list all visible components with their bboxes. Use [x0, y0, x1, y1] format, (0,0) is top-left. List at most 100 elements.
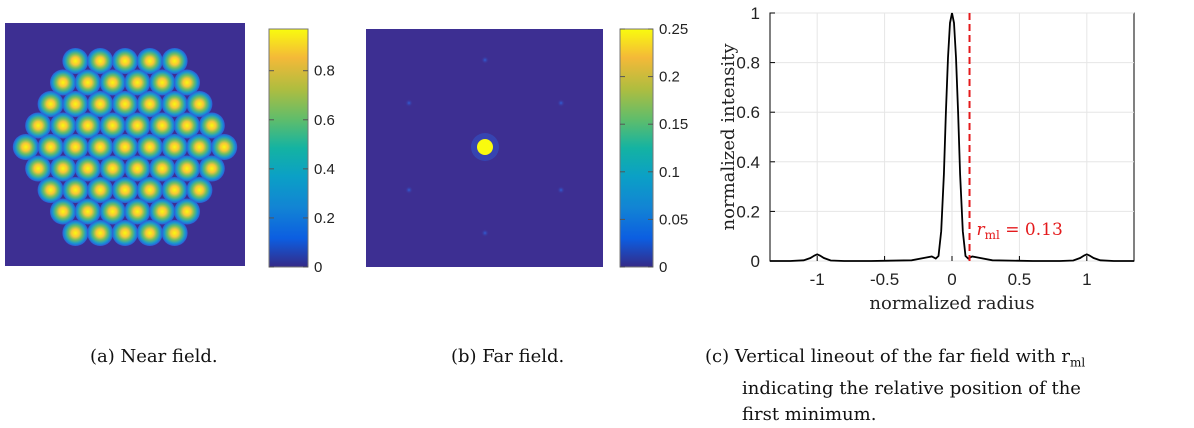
near-field-spot — [174, 155, 200, 182]
near-field-spot — [37, 91, 64, 117]
caption-c-line-1-text: (c) Vertical lineout of the far field wi… — [705, 346, 1070, 367]
near-field-spot — [37, 134, 64, 160]
near-field-spot — [12, 134, 39, 160]
caption-c-sub: ml — [1070, 355, 1086, 370]
y-tick-label: 0 — [751, 252, 760, 271]
near-field-spot — [37, 177, 64, 203]
y-tick-label: 0.8 — [736, 54, 760, 73]
colorbar-b-tick-label: 0.1 — [659, 164, 680, 181]
rml-annotation: rml = 0.13 — [977, 220, 1063, 242]
near-field-spot — [198, 112, 225, 139]
near-field-spot — [136, 220, 163, 246]
near-field-spot — [25, 112, 52, 139]
far-field-side-spot — [405, 186, 413, 194]
y-tick-label: 0.2 — [736, 202, 760, 221]
near-field-spot — [99, 198, 126, 225]
near-field-spot — [186, 134, 213, 160]
near-field-spot — [50, 112, 76, 139]
near-field-spot — [174, 69, 200, 96]
near-field-spot — [161, 48, 188, 74]
caption-c-line-1: (c) Vertical lineout of the far field wi… — [705, 344, 1193, 376]
near-field-spot — [136, 134, 163, 160]
near-field-spot — [149, 69, 176, 96]
far-field-side-spot — [557, 186, 565, 194]
figure: 0 0.2 0.4 0.6 0.8 0 0.05 0.1 0.15 0.2 0.25 -1 -0.5… — [5, 4, 1135, 314]
y-tick-label: 0.6 — [736, 103, 760, 122]
near-field-spot — [62, 220, 89, 246]
near-field-spot — [149, 112, 176, 139]
y-tick-label: 1 — [751, 4, 760, 23]
lineout-plot: -1 -0.5 0 0.5 1 0 0.2 0.4 0.6 0.8 1 rml = 0.13 nor… — [718, 4, 1135, 314]
near-field-spot — [124, 198, 151, 225]
colorbar-b-tick-label: 0.05 — [659, 211, 688, 228]
far-field-central-spot — [477, 139, 493, 155]
near-field-spot — [161, 220, 188, 246]
colorbar-a-tick-label: 0.4 — [314, 161, 335, 178]
x-tick-label: 0 — [947, 270, 956, 289]
near-field-spot — [62, 48, 89, 74]
near-field-spot — [25, 155, 52, 182]
near-field-spot — [50, 69, 76, 96]
colorbar-b-ticks: 0 0.05 0.1 0.15 0.2 0.25 — [620, 21, 688, 276]
near-field-spot — [112, 220, 138, 246]
near-field-spot — [161, 134, 188, 160]
near-field-spot — [112, 48, 138, 74]
colorbar-a-tick-label: 0 — [314, 259, 322, 276]
x-axis-label: normalized radius — [869, 293, 1034, 314]
annotation-sub: ml — [985, 228, 1000, 242]
near-field-spot — [74, 198, 101, 225]
near-field-spot — [50, 155, 76, 182]
near-field-spot — [62, 134, 89, 160]
far-field-side-spot — [557, 99, 565, 107]
near-field-spot — [99, 69, 126, 96]
far-field-side-spot — [405, 99, 413, 107]
y-axis-label: normalized intensity — [718, 43, 739, 231]
far-field-side-spot — [481, 229, 489, 237]
caption-c-line-2: indicating the relative position of the — [742, 377, 1081, 399]
near-field-spot — [87, 91, 114, 117]
far-field-side-spot — [481, 56, 489, 64]
near-field-spot — [136, 177, 163, 203]
near-field-spot — [149, 198, 176, 225]
x-tick-label: -0.5 — [870, 270, 899, 289]
colorbar-a-tick-label: 0.2 — [314, 210, 335, 227]
colorbar-b-tick-label: 0.25 — [659, 21, 688, 38]
far-field-spots — [405, 56, 565, 237]
near-field-spot — [99, 112, 126, 139]
y-tick-label: 0.4 — [736, 153, 760, 172]
caption-c-line-3: first minimum. — [742, 403, 877, 425]
annotation-var: r — [977, 220, 986, 240]
near-field-spot — [112, 177, 138, 203]
near-field-spot — [149, 155, 176, 182]
near-field-spot — [112, 134, 138, 160]
near-field-spot — [186, 177, 213, 203]
colorbar-a-ticks: 0 0.2 0.4 0.6 0.8 — [269, 63, 335, 276]
near-field-spot — [62, 177, 89, 203]
near-field-spot — [99, 155, 126, 182]
x-tick-label: -1 — [810, 270, 825, 289]
near-field-spot — [136, 91, 163, 117]
near-field-spot — [161, 177, 188, 203]
near-field-spot — [136, 48, 163, 74]
x-tick-label: 1 — [1082, 270, 1091, 289]
colorbar-b-tick-label: 0 — [659, 259, 667, 276]
annotation-value: = 0.13 — [1000, 220, 1063, 240]
colorbar-b-tick-label: 0.2 — [659, 69, 680, 86]
near-field-spot — [62, 91, 89, 117]
near-field-spot — [211, 134, 238, 160]
near-field-spot — [174, 112, 200, 139]
colorbar-a-tick-label: 0.6 — [314, 112, 335, 129]
near-field-spot — [124, 155, 151, 182]
colorbar-b-tick-label: 0.15 — [659, 116, 688, 133]
near-field-spot — [87, 177, 114, 203]
caption-c: (c) Vertical lineout of the far field wi… — [705, 344, 1193, 428]
near-field-spot — [161, 91, 188, 117]
intensity-line — [770, 12, 1134, 262]
near-field-spot — [124, 112, 151, 139]
caption-a: (a) Near field. — [90, 346, 218, 367]
near-field-spot — [87, 48, 114, 74]
plot-ticks: -1 -0.5 0 0.5 1 0 0.2 0.4 0.6 0.8 1 — [736, 4, 1091, 289]
near-field-spot — [50, 198, 76, 225]
near-field-spot — [112, 91, 138, 117]
near-field-spot — [174, 198, 200, 225]
